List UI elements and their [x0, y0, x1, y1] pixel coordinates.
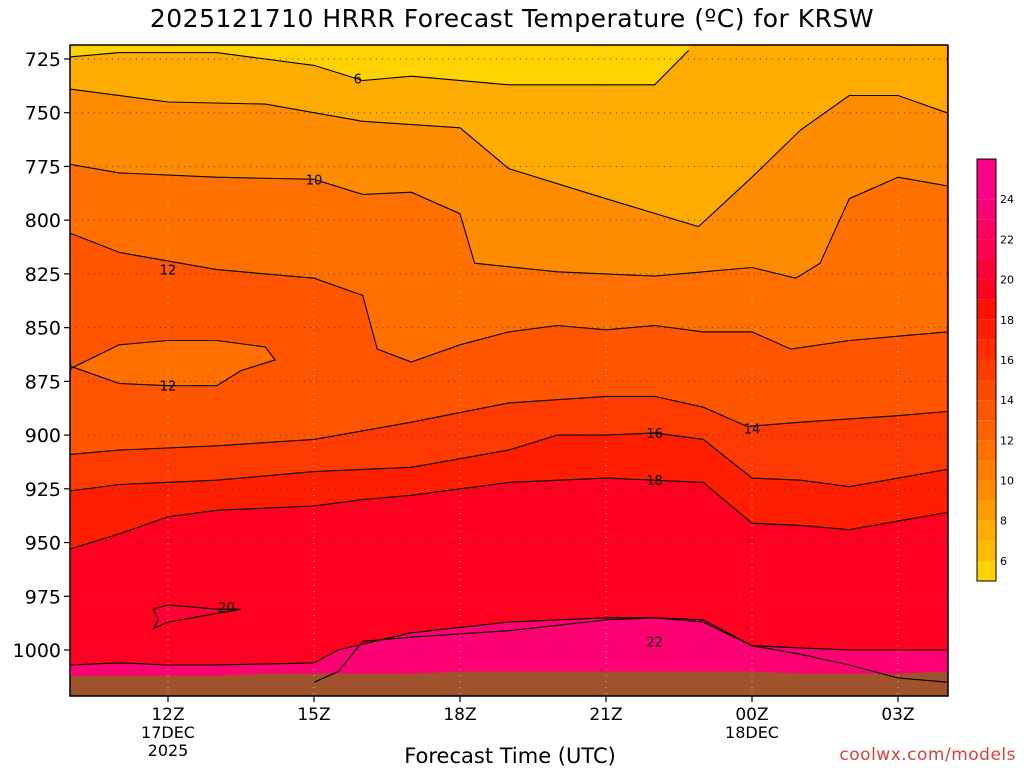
- contour-line-12: [69, 339, 277, 387]
- y-tick-label: 875: [25, 371, 61, 393]
- colorbar-bin: [977, 420, 996, 441]
- colorbar-bin: [977, 480, 996, 501]
- contour-label: 22: [646, 635, 663, 650]
- contour-label: 12: [160, 264, 177, 279]
- x-tick-sublabel: 17DEC: [141, 723, 195, 742]
- colorbar-bin: [977, 259, 996, 280]
- colorbar-bin: [977, 560, 996, 581]
- colorbar-bin: [977, 540, 996, 561]
- contour-label: 6: [354, 72, 362, 87]
- x-tick-label: 18Z: [443, 705, 476, 725]
- contour-label: 18: [646, 474, 663, 489]
- contour-label: 12: [160, 380, 177, 395]
- colorbar-bin: [977, 319, 996, 340]
- y-tick-label: 900: [25, 425, 61, 447]
- contour-line-18: [69, 477, 947, 550]
- colorbar-frame: [976, 158, 997, 582]
- x-tick-label: 00Z: [735, 705, 768, 725]
- contour-label: 10: [306, 173, 323, 188]
- colorbar-bin: [977, 460, 996, 481]
- temperature-band-12-closed: [70, 340, 276, 386]
- x-tick-label: 12Z: [151, 705, 184, 725]
- plot-frame: [69, 44, 949, 697]
- colorbar-bin: [977, 199, 996, 220]
- colorbar-label: 20: [1000, 274, 1014, 287]
- x-tick-label: 15Z: [297, 705, 330, 725]
- colorbar-bin: [977, 339, 996, 360]
- colorbar-bin: [977, 299, 996, 320]
- colorbar-bin: [977, 159, 996, 200]
- colorbar-bin: [977, 380, 996, 401]
- page-title: 2025121710 HRRR Forecast Temperature (ºC…: [149, 4, 875, 33]
- contour-label: 16: [646, 427, 663, 442]
- colorbar-bin: [977, 219, 996, 240]
- ground-surface: [70, 671, 948, 696]
- colorbar-label: 8: [1000, 515, 1007, 528]
- colorbar-bin: [977, 500, 996, 521]
- x-tick-label: 21Z: [589, 705, 622, 725]
- y-tick-label: 800: [25, 210, 61, 232]
- temperature-band-8: [70, 45, 947, 227]
- colorbar-bin: [977, 239, 996, 260]
- contour-line-20: [69, 617, 947, 666]
- x-tick-sublabel: 2025: [148, 741, 189, 760]
- contour-line-16: [69, 432, 947, 492]
- y-tick-label: 850: [25, 318, 61, 340]
- y-tick-label: 975: [25, 586, 61, 608]
- temperature-band-6: [70, 45, 689, 85]
- y-tick-label: 750: [25, 103, 61, 125]
- y-tick-label: 825: [25, 264, 61, 286]
- contour-line-6: [69, 50, 690, 86]
- contour-line-20: [152, 604, 242, 630]
- colorbar-bin: [977, 359, 996, 381]
- y-tick-label: 725: [25, 49, 61, 71]
- contour-line-10: [69, 163, 947, 279]
- colorbar-label: 12: [1000, 434, 1014, 447]
- colorbar-label: 6: [1000, 555, 1007, 568]
- colorbar-bin: [977, 400, 996, 421]
- colorbar-label: 16: [1000, 354, 1014, 367]
- colorbar-bin: [977, 279, 996, 300]
- colorbar-bin: [977, 440, 996, 461]
- contour-line-8: [69, 88, 947, 228]
- colorbar-label: 10: [1000, 475, 1014, 488]
- y-tick-label: 950: [25, 533, 61, 555]
- colorbar-label: 14: [1000, 394, 1014, 407]
- contour-label: 20: [218, 601, 235, 616]
- x-tick-label: 03Z: [881, 705, 914, 725]
- y-tick-label: 1000: [13, 640, 61, 662]
- x-tick-sublabel: 18DEC: [725, 723, 779, 742]
- colorbar-label: 22: [1000, 233, 1014, 246]
- contour-line-22: [313, 617, 947, 683]
- y-tick-label: 775: [25, 156, 61, 178]
- y-tick-label: 925: [25, 479, 61, 501]
- x-axis-title: Forecast Time (UTC): [404, 744, 616, 768]
- credit-link[interactable]: coolwx.com/models: [839, 745, 1016, 765]
- colorbar-label: 24: [1000, 193, 1014, 206]
- contour-line-12: [69, 232, 947, 363]
- colorbar-bin: [977, 520, 996, 541]
- contour-label: 14: [744, 423, 761, 438]
- contour-line-14: [69, 395, 947, 455]
- colorbar-label: 18: [1000, 314, 1014, 327]
